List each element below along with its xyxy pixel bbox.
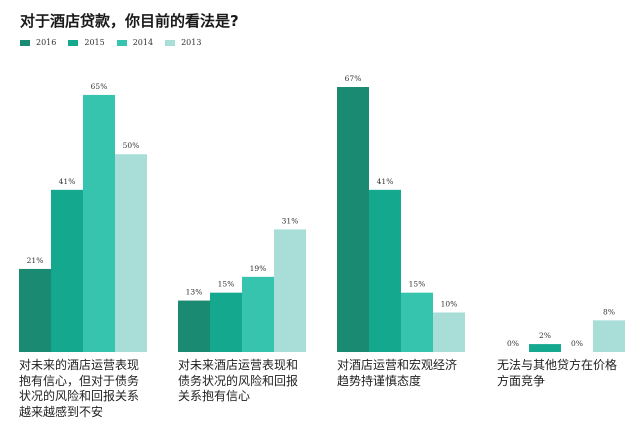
- chart-legend: 2016 2015 2014 2013: [20, 38, 213, 47]
- legend-label: 2013: [181, 38, 202, 47]
- legend-label: 2016: [36, 38, 57, 47]
- legend-swatch: [20, 39, 30, 46]
- category-label-line: 趋势持谨慎态度: [337, 373, 422, 388]
- legend-item-2013: 2013: [165, 38, 201, 47]
- bar-2013-cat4: [593, 320, 625, 352]
- bar-2016-cat3: [337, 87, 369, 352]
- bar-2015-cat3: [369, 189, 401, 352]
- data-label-2016-cat4: 0%: [507, 339, 519, 348]
- category-label-line: 状况的风险和回报关系: [19, 389, 140, 403]
- data-label-2013-cat3: 10%: [441, 299, 458, 308]
- category-label-2: 对未来酒店运营表现和 债务状况的风险和回报 关系抱有信心: [178, 358, 318, 405]
- bar-2013-cat3: [433, 312, 465, 352]
- data-label-2014-cat2: 19%: [250, 264, 267, 273]
- bar-2014-cat1: [83, 94, 115, 352]
- data-label-2013-cat1: 50%: [123, 141, 140, 150]
- category-label-3: 对酒店运营和宏观经济 趋势持谨慎态度: [337, 358, 477, 389]
- data-label-2015-cat4: 2%: [539, 331, 551, 340]
- category-label-line: 关系抱有信心: [178, 389, 251, 403]
- data-label-2016-cat1: 21%: [27, 256, 44, 265]
- bar-2014-cat3: [401, 292, 433, 352]
- category-label-line: 债务状况的风险和回报: [178, 373, 299, 388]
- bar-2013-cat2: [274, 229, 306, 352]
- data-label-2015-cat3: 41%: [377, 177, 394, 186]
- legend-label: 2015: [84, 38, 105, 47]
- bar-2015-cat4: [529, 344, 561, 352]
- data-label-2014-cat1: 65%: [91, 82, 108, 91]
- bar-2015-cat2: [210, 292, 242, 352]
- legend-item-2015: 2015: [68, 38, 105, 47]
- legend-item-2014: 2014: [116, 38, 154, 47]
- legend-swatch: [165, 39, 176, 46]
- legend-item-2016: 2016: [20, 38, 56, 47]
- chart-title: 对于酒店贷款，你目前的看法是?: [20, 12, 239, 30]
- category-label-line: 无法与其他贷方在价格: [497, 358, 618, 372]
- legend-label: 2014: [132, 38, 154, 47]
- bar-2016-cat2: [178, 300, 210, 352]
- bar-2015-cat1: [51, 189, 83, 352]
- category-label-1: 对未来的酒店运营表现 抱有信心，但对于债务 状况的风险和回报关系 越来越感到不安: [19, 358, 159, 420]
- legend-swatch: [68, 39, 79, 46]
- category-label-line: 抱有信心，但对于债务: [19, 373, 140, 388]
- category-label-line: 方面竞争: [497, 373, 546, 388]
- category-label-4: 无法与其他贷方在价格 方面竞争: [497, 358, 637, 389]
- data-label-2016-cat3: 67%: [345, 74, 362, 83]
- category-label-line: 对酒店运营和宏观经济: [337, 358, 458, 372]
- bar-2016-cat1: [19, 268, 51, 352]
- legend-swatch: [116, 39, 127, 46]
- category-label-line: 对未来的酒店运营表现: [19, 358, 140, 372]
- data-label-2016-cat2: 13%: [186, 288, 203, 297]
- data-label-2013-cat2: 31%: [282, 216, 299, 225]
- data-label-2013-cat4: 8%: [603, 307, 615, 316]
- bar-2014-cat2: [242, 276, 274, 352]
- category-label-line: 越来越感到不安: [19, 404, 104, 419]
- data-label-2014-cat4: 0%: [571, 339, 583, 348]
- data-label-2015-cat1: 41%: [59, 177, 76, 186]
- category-label-line: 对未来酒店运营表现和: [178, 358, 299, 372]
- data-label-2015-cat2: 15%: [218, 280, 235, 289]
- data-label-2014-cat3: 15%: [409, 280, 426, 289]
- bar-2013-cat1: [115, 154, 147, 352]
